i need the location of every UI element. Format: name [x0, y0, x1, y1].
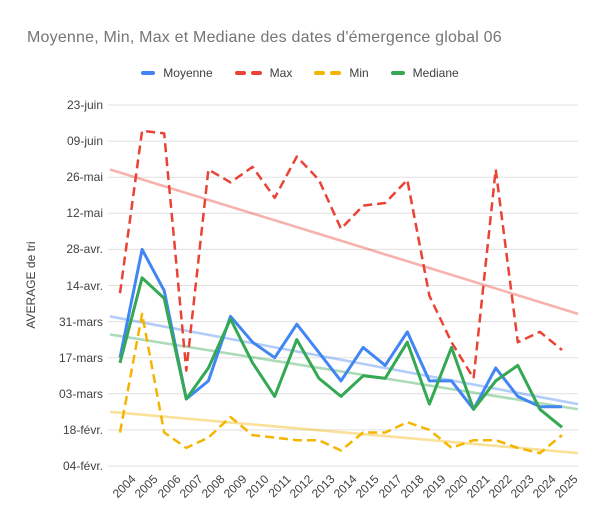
legend: Moyenne Max Min Mediane — [0, 66, 600, 80]
moyenne-line-swatch-icon — [141, 71, 156, 75]
y-tick-label: 28-avr. — [66, 242, 103, 257]
legend-item-mediane[interactable]: Mediane — [390, 66, 459, 80]
legend-label-min: Min — [349, 66, 369, 80]
trendline-min — [109, 410, 579, 455]
y-tick-label: 09-juin — [66, 134, 103, 149]
y-tick-label: 23-juin — [66, 98, 103, 112]
legend-item-moyenne[interactable]: Moyenne — [141, 66, 213, 80]
y-tick-label: 17-mars — [58, 350, 103, 365]
legend-label-max: Max — [269, 66, 293, 80]
trendline-moyenne — [109, 315, 579, 406]
series-line-mediane[interactable] — [118, 276, 563, 429]
y-tick-label: 31-mars — [58, 314, 103, 329]
trendline-max — [109, 168, 579, 316]
y-tick-label: 14-avr. — [66, 278, 103, 293]
y-tick-label: 04-févr. — [62, 459, 103, 473]
y-tick-label: 26-mai — [66, 170, 103, 185]
legend-label-moyenne: Moyenne — [163, 66, 213, 80]
y-tick-label: 18-févr. — [62, 422, 103, 437]
series-line-moyenne[interactable] — [118, 247, 562, 411]
y-tick-label: 12-mai — [66, 206, 103, 221]
y-tick-label: 03-mars — [58, 386, 103, 401]
legend-item-min[interactable]: Min — [314, 66, 369, 80]
min-dashed-swatch-icon — [314, 71, 342, 75]
legend-label-mediane: Mediane — [412, 66, 459, 80]
series-line-max[interactable] — [118, 129, 563, 380]
legend-item-max[interactable]: Max — [234, 66, 293, 80]
mediane-line-swatch-icon — [390, 71, 405, 75]
max-dashed-swatch-icon — [234, 71, 262, 75]
chart-title: Moyenne, Min, Max et Mediane des dates d… — [27, 29, 502, 46]
series-line-min[interactable] — [118, 312, 563, 455]
